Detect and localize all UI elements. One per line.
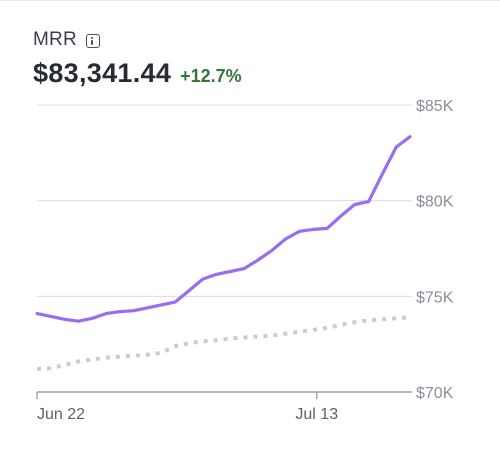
- metric-value: $83,341.44: [33, 58, 172, 88]
- series-line-current: [35, 135, 412, 323]
- metric-value-row: $83,341.44 +12.7%: [33, 58, 242, 89]
- y-tick-label: $70K: [416, 385, 454, 402]
- x-tick-label: Jun 22: [37, 406, 85, 423]
- y-tick-label: $80K: [416, 194, 454, 211]
- y-tick-label: $75K: [416, 289, 454, 306]
- info-icon[interactable]: [85, 34, 100, 48]
- metric-label: MRR: [33, 29, 77, 50]
- y-tick-label: $85K: [416, 98, 454, 115]
- x-tick-label: Jul 13: [295, 406, 338, 423]
- metric-header: MRR: [33, 29, 100, 51]
- metric-change-percent: +12.7%: [180, 66, 242, 86]
- series-line-comparison: [36, 315, 411, 371]
